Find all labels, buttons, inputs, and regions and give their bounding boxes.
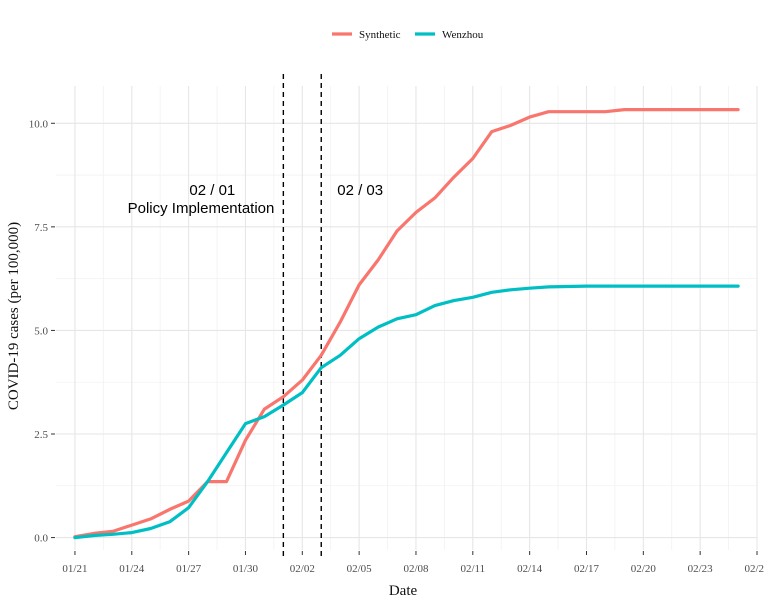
x-tick-label: 01/27 (176, 563, 202, 575)
series-line-wenzhou (73, 284, 740, 540)
y-tick-label: 10.0 (29, 118, 49, 130)
x-tick-label: 02/14 (517, 563, 543, 575)
x-tick-label: 01/24 (119, 563, 145, 575)
x-tick-label: 02/08 (403, 563, 429, 575)
axes: 01/21 01/24 01/27 01/30 02/02 02/05 02/08 02/11… (29, 118, 764, 575)
legend: Synthetic Wenzhou (332, 29, 484, 41)
x-tick-label: 02/17 (574, 563, 600, 575)
annotation-label: 02 / 01 (189, 182, 235, 199)
grid (56, 86, 758, 550)
x-tick-label: 02/02 (290, 563, 315, 575)
x-axis-title: Date (389, 583, 418, 599)
x-tick-label: 02/20 (631, 563, 657, 575)
y-axis-title: COVID-19 cases (per 100,000) (6, 222, 22, 410)
legend-label: Wenzhou (442, 29, 484, 41)
y-tick-label: 0.0 (34, 533, 48, 545)
y-tick-label: 2.5 (34, 429, 48, 441)
x-tick-label: 02/26 (744, 563, 764, 575)
x-tick-label: 01/30 (233, 563, 259, 575)
x-tick-label: 02/11 (460, 563, 485, 575)
annotation-label: 02 / 03 (337, 182, 383, 199)
y-tick-label: 5.0 (34, 325, 48, 337)
x-tick-label: 01/21 (62, 563, 87, 575)
annotation-label: Policy Implementation (128, 200, 275, 217)
y-tick-label: 7.5 (34, 222, 48, 234)
x-tick-label: 02/23 (688, 563, 714, 575)
series-lines (73, 107, 740, 540)
x-tick-label: 02/05 (347, 563, 373, 575)
series-line-synthetic (73, 107, 740, 539)
legend-label: Synthetic (359, 29, 401, 41)
